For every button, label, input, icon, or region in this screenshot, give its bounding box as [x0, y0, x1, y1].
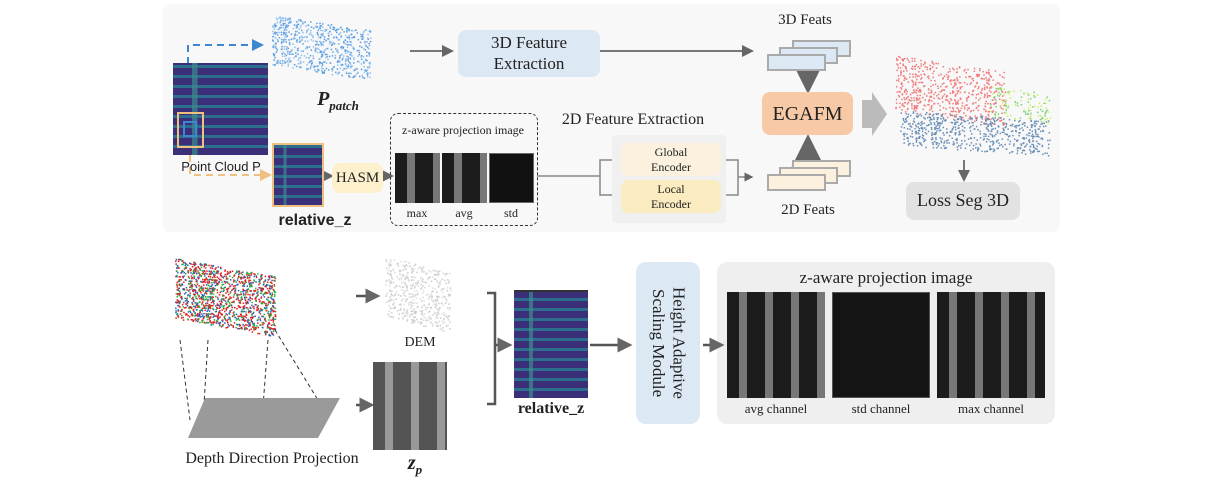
dem-label: DEM — [404, 335, 436, 350]
projection-group — [390, 113, 538, 226]
max-channel-label: max channel — [957, 401, 1025, 416]
relative-z-label-top: relative_z — [278, 212, 352, 229]
orange-dashed-arrow — [189, 155, 272, 181]
std-channel-label: std channel — [851, 401, 911, 416]
projection-max-label: max — [406, 206, 428, 220]
projection-group-title: z-aware projection image — [402, 123, 524, 137]
module-label: Height Adaptive Scaling Module — [649, 287, 689, 399]
zp-image — [373, 362, 447, 450]
zp-symbol: z — [407, 452, 416, 474]
segmented-point-cloud-red — [895, 55, 1007, 126]
egafm-box: EGAFM — [762, 92, 853, 135]
patch-subscript: patch — [329, 98, 359, 113]
projection-plane — [188, 398, 340, 438]
point-cloud-image — [173, 63, 268, 155]
projection-avg-image — [442, 153, 487, 203]
relative-z-image-top — [272, 143, 324, 207]
avg-channel-label: avg channel — [744, 401, 808, 416]
local-encoder-box: Local Encoder — [621, 180, 721, 213]
labeled-point-cloud — [175, 258, 277, 337]
patch-symbol: P — [317, 88, 330, 110]
patch-label: Ppatch — [317, 88, 359, 114]
2d-feature-extraction-title: 2D Feature Extraction — [561, 111, 705, 128]
hasm-box: HASM — [332, 163, 383, 193]
std-channel-image — [832, 292, 930, 398]
global-encoder-box: Global Encoder — [621, 143, 721, 176]
segmented-point-cloud-green — [990, 86, 1052, 124]
projection-std-image — [489, 153, 534, 203]
point-cloud-label: Point Cloud P — [181, 159, 261, 174]
big-arrow — [862, 92, 887, 136]
zp-label: zp — [408, 452, 422, 478]
patch-highlight-blue — [183, 121, 197, 137]
zp-subscript: p — [415, 462, 423, 477]
patch-point-cloud — [272, 16, 372, 80]
max-channel-image — [937, 292, 1045, 398]
3d-feats-label: 3D Feats — [778, 12, 832, 28]
dem-point-cloud — [385, 259, 452, 333]
3d-feature-extraction-box: 3D Feature Extraction — [458, 30, 600, 77]
depth-projection-label: Depth Direction Projection — [185, 450, 359, 467]
relative-z-image-bottom — [514, 290, 588, 398]
bottom-panel-title: z-aware projection image — [799, 268, 973, 287]
projection-max-image — [395, 153, 440, 203]
2d-feats-label: 2D Feats — [781, 202, 835, 218]
height-adaptive-scaling-module-box: Height Adaptive Scaling Module — [636, 262, 700, 424]
relative-z-label-bottom: relative_z — [517, 400, 585, 417]
projection-std-label: std — [503, 206, 519, 220]
projection-avg-label: avg — [455, 206, 473, 220]
loss-seg-3d-box: Loss Seg 3D — [906, 182, 1020, 220]
patch-highlight-orange — [177, 112, 204, 148]
blue-dashed-arrow — [187, 39, 264, 112]
segmented-point-cloud-blue — [900, 111, 1051, 157]
avg-channel-image — [727, 292, 825, 398]
